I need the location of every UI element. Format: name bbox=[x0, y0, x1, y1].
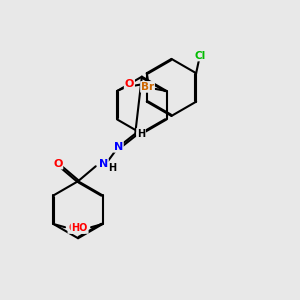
Text: N: N bbox=[99, 159, 108, 169]
Text: O: O bbox=[53, 159, 62, 169]
Text: H: H bbox=[137, 129, 145, 139]
Text: Cl: Cl bbox=[195, 50, 206, 61]
Text: Br: Br bbox=[141, 82, 154, 92]
Text: N: N bbox=[114, 142, 123, 152]
Text: O: O bbox=[125, 79, 134, 89]
Text: HO: HO bbox=[71, 223, 88, 233]
Text: OH: OH bbox=[68, 223, 85, 233]
Text: H: H bbox=[109, 163, 117, 172]
